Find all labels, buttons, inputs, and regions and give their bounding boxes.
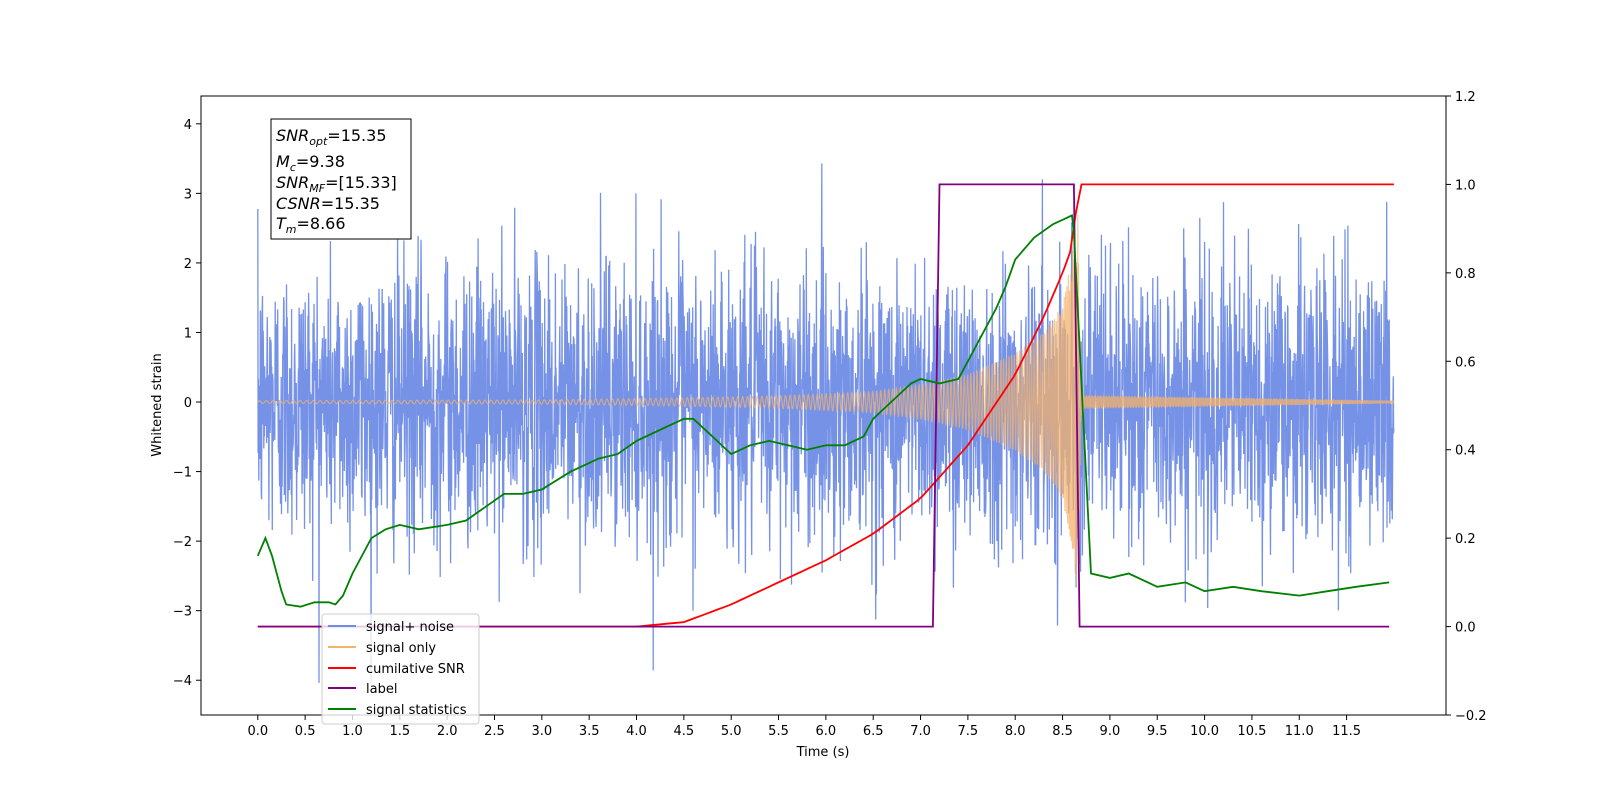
- x-tick-label: 11.0: [1285, 724, 1314, 739]
- x-tick-label: 5.0: [721, 724, 742, 739]
- y-tick-left-label: −2: [173, 535, 192, 550]
- series-label: [257, 183, 1390, 628]
- svg-text:CSNR=15.35: CSNR=15.35: [276, 194, 380, 213]
- x-tick-label: 6.0: [816, 724, 837, 739]
- x-tick-label: 7.5: [958, 724, 979, 739]
- x-tick-label: 1.0: [342, 724, 363, 739]
- x-tick-label: 4.5: [674, 724, 695, 739]
- series-signal-noise: [257, 163, 1395, 684]
- y-tick-right-label: 1.2: [1455, 90, 1476, 105]
- x-tick-label: 2.0: [437, 724, 458, 739]
- info-box: SNRopt=15.35 Mc=9.38 SNRMF=[15.33] CSNR=…: [270, 118, 412, 240]
- y-tick-left-label: −3: [173, 605, 192, 620]
- y-tick-left-label: 2: [184, 257, 192, 272]
- y-tick-right-label: 0.8: [1455, 267, 1476, 282]
- x-tick-label: 8.0: [1005, 724, 1026, 739]
- x-tick-label: 2.5: [484, 724, 505, 739]
- x-tick-label: 5.5: [768, 724, 789, 739]
- info-tm: =8.66: [297, 214, 346, 233]
- legend-label-0: signal+ noise: [366, 620, 454, 635]
- y-tick-left-label: −1: [173, 466, 192, 481]
- svg-text:SNRopt=15.35: SNRopt=15.35: [276, 126, 387, 148]
- x-tick-label: 11.5: [1332, 724, 1361, 739]
- y-tick-right-label: 1.0: [1455, 178, 1476, 193]
- legend-label-3: label: [366, 682, 397, 697]
- y-tick-right-label: 0.6: [1455, 355, 1476, 370]
- y-tick-right-label: −0.2: [1455, 709, 1487, 724]
- x-tick-label: 3.0: [531, 724, 552, 739]
- info-snr-mf: =[15.33]: [325, 173, 397, 192]
- series-signal-statistics: [256, 214, 1390, 608]
- series-signal-only: [257, 215, 1395, 586]
- y-tick-right-label: 0.2: [1455, 532, 1476, 547]
- legend-label-1: signal only: [366, 641, 436, 656]
- x-tick-label: 6.5: [863, 724, 884, 739]
- legend-label-2: cumilative SNR: [366, 662, 465, 677]
- x-tick-label: 8.5: [1052, 724, 1073, 739]
- svg-text:SNRMF=[15.33]: SNRMF=[15.33]: [276, 173, 397, 195]
- info-snr-opt: =15.35: [327, 126, 386, 145]
- info-csnr: =15.35: [321, 194, 380, 213]
- x-tick-label: 9.5: [1147, 724, 1168, 739]
- y-tick-left-label: 0: [184, 396, 192, 411]
- legend: signal+ noise signal only cumilative SNR…: [321, 613, 480, 725]
- svg-text:Mc=9.38: Mc=9.38: [276, 152, 345, 174]
- x-tick-label: 9.0: [1100, 724, 1121, 739]
- y-tick-left-label: 4: [184, 118, 192, 133]
- svg-text:Tm=8.66: Tm=8.66: [276, 214, 346, 236]
- legend-label-4: signal statistics: [366, 703, 467, 718]
- x-tick-label: 7.0: [910, 724, 931, 739]
- y-tick-right-label: 0.0: [1455, 621, 1476, 636]
- x-tick-label: 0.0: [247, 724, 268, 739]
- y-axis-label: Whitened strain: [150, 353, 165, 456]
- y-tick-left-label: 1: [184, 326, 192, 341]
- x-tick-label: 0.5: [295, 724, 316, 739]
- x-tick-label: 10.0: [1190, 724, 1219, 739]
- x-tick-label: 10.5: [1237, 724, 1266, 739]
- x-tick-label: 4.0: [626, 724, 647, 739]
- y-tick-left-label: 3: [184, 187, 192, 202]
- info-mc: =9.38: [296, 152, 345, 171]
- y-tick-right-label: 0.4: [1455, 444, 1476, 459]
- plot-frame: [200, 95, 1447, 716]
- y-tick-left-label: −4: [173, 674, 192, 689]
- x-tick-label: 1.5: [389, 724, 410, 739]
- x-axis-label: Time (s): [796, 745, 850, 760]
- x-tick-label: 3.5: [579, 724, 600, 739]
